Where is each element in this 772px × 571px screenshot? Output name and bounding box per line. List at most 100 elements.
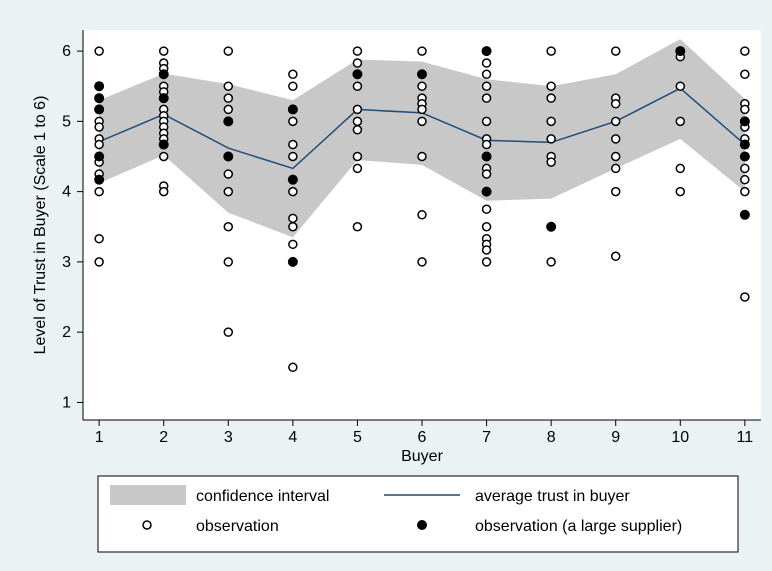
observation-point bbox=[417, 257, 427, 267]
large-supplier-point bbox=[675, 46, 686, 57]
observation-point bbox=[288, 81, 298, 91]
observation-point bbox=[740, 46, 750, 56]
large-supplier-point bbox=[481, 186, 492, 197]
y-axis-label: Level of Trust in Buyer (Scale 1 to 6) bbox=[32, 96, 49, 355]
x-tick-label: 2 bbox=[159, 429, 168, 446]
observation-point bbox=[546, 46, 556, 56]
large-supplier-point bbox=[158, 139, 169, 150]
observation-point bbox=[223, 327, 234, 337]
observation-point bbox=[94, 139, 104, 150]
observation-point bbox=[288, 186, 298, 197]
legend-marker-large-supplier bbox=[417, 520, 427, 530]
observation-point bbox=[288, 116, 298, 127]
observation-point bbox=[481, 69, 492, 80]
observation-point bbox=[223, 169, 234, 179]
observation-point bbox=[352, 81, 363, 91]
observation-point bbox=[610, 46, 621, 56]
observation-point bbox=[546, 116, 556, 127]
y-tick-label: 1 bbox=[62, 394, 71, 411]
observation-point bbox=[223, 81, 234, 91]
observation-point bbox=[223, 104, 234, 115]
observation-point bbox=[740, 174, 750, 185]
x-tick-label: 6 bbox=[418, 429, 427, 446]
observation-point bbox=[223, 93, 234, 103]
observation-point bbox=[546, 93, 556, 103]
x-tick-label: 4 bbox=[288, 429, 297, 446]
legend-marker-observation bbox=[142, 520, 152, 530]
large-supplier-point bbox=[158, 93, 169, 104]
legend-box bbox=[97, 475, 739, 553]
observation-point bbox=[417, 116, 427, 127]
observation-point bbox=[288, 139, 298, 150]
observation-point bbox=[158, 46, 169, 56]
large-supplier-point bbox=[223, 116, 234, 127]
observation-point bbox=[610, 186, 621, 197]
observation-point bbox=[481, 204, 492, 214]
x-tick-label: 1 bbox=[95, 429, 104, 446]
observation-point bbox=[481, 245, 492, 255]
large-supplier-point bbox=[481, 151, 492, 162]
observation-point bbox=[223, 46, 234, 56]
observation-point bbox=[740, 69, 750, 80]
observation-point bbox=[352, 46, 363, 56]
observation-point bbox=[288, 239, 298, 250]
large-supplier-point bbox=[287, 104, 298, 115]
observation-point bbox=[417, 81, 427, 91]
large-supplier-point bbox=[94, 104, 105, 115]
observation-point bbox=[610, 251, 621, 262]
x-tick-label: 5 bbox=[353, 429, 362, 446]
large-supplier-point bbox=[739, 151, 750, 162]
observation-point bbox=[610, 116, 621, 127]
large-supplier-point bbox=[417, 69, 427, 80]
observation-point bbox=[481, 58, 492, 68]
x-tick-label: 9 bbox=[611, 429, 620, 446]
confidence-interval-band bbox=[99, 39, 745, 238]
large-supplier-point bbox=[546, 221, 557, 232]
y-tick-label: 4 bbox=[62, 184, 71, 201]
observation-point bbox=[740, 292, 750, 302]
observation-point bbox=[223, 257, 234, 267]
observation-point bbox=[481, 139, 492, 150]
large-supplier-point bbox=[158, 69, 169, 80]
observation-point bbox=[481, 116, 492, 127]
observation-point bbox=[352, 163, 363, 174]
observation-point bbox=[223, 186, 234, 197]
observation-point bbox=[352, 222, 363, 232]
x-ticks: 1 2 3 4 5 6 7 8 9 10 11 bbox=[95, 420, 754, 446]
confidence-interval-layer bbox=[99, 39, 745, 238]
observation-point bbox=[675, 81, 686, 91]
observation-point bbox=[288, 69, 298, 80]
large-supplier-point bbox=[739, 139, 750, 150]
x-tick-label: 8 bbox=[547, 429, 556, 446]
y-tick-label: 5 bbox=[62, 113, 71, 130]
observation-point bbox=[610, 99, 621, 109]
legend-label-large-supplier: observation (a large supplier) bbox=[475, 518, 682, 535]
legend-label-confidence-interval: confidence interval bbox=[196, 488, 329, 505]
observation-point bbox=[94, 257, 104, 267]
observation-point bbox=[417, 151, 427, 162]
x-axis-label: Buyer bbox=[401, 448, 443, 465]
observation-point bbox=[610, 163, 621, 174]
observation-point bbox=[481, 257, 492, 267]
observation-point bbox=[417, 46, 427, 56]
legend-label-observation: observation bbox=[196, 518, 279, 535]
legend: confidence interval average trust in buy… bbox=[97, 475, 739, 553]
y-ticks: 1 2 3 4 5 6 bbox=[62, 43, 83, 411]
observation-point bbox=[610, 134, 621, 144]
observation-point bbox=[352, 125, 363, 135]
observation-point bbox=[94, 122, 104, 132]
x-tick-label: 11 bbox=[737, 429, 754, 446]
observation-point bbox=[740, 186, 750, 197]
large-supplier-point bbox=[94, 93, 105, 104]
observation-point bbox=[158, 151, 169, 162]
large-supplier-point bbox=[223, 151, 234, 162]
observation-point bbox=[546, 134, 556, 144]
legend-label-average-trust: average trust in buyer bbox=[475, 488, 630, 505]
observation-point bbox=[546, 257, 556, 267]
y-tick-label: 6 bbox=[62, 43, 71, 60]
observation-point bbox=[546, 157, 556, 167]
x-tick-label: 10 bbox=[671, 429, 689, 446]
large-supplier-point bbox=[287, 174, 298, 185]
